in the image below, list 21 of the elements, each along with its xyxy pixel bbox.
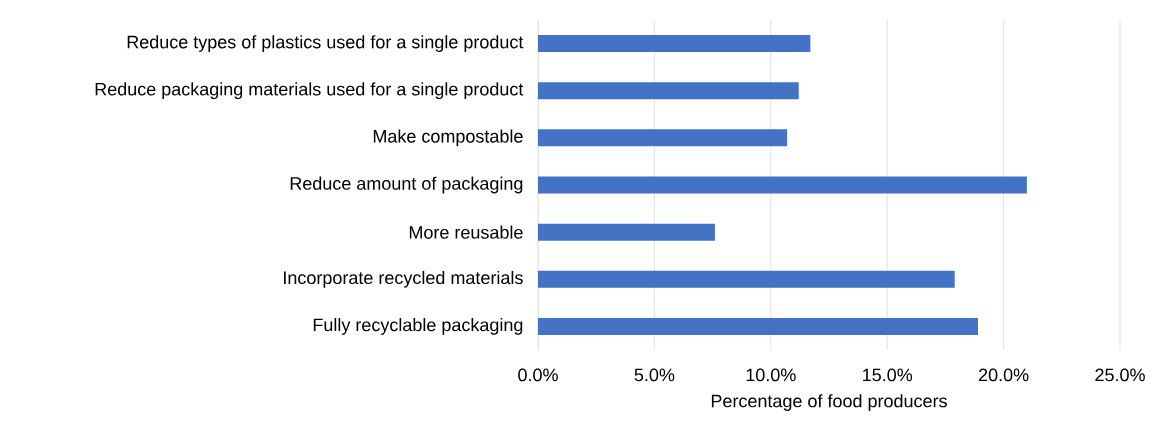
bar (538, 35, 811, 53)
bar (538, 223, 715, 241)
x-tick-label: 20.0% (978, 368, 1029, 382)
bar (538, 176, 1027, 194)
y-tick-label: Reduce amount of packaging (290, 176, 523, 194)
y-tick-label: More reusable (409, 225, 523, 239)
x-tick-label: 0.0% (518, 368, 558, 382)
bar (538, 317, 978, 335)
y-tick-label: Reduce types of plastics used for a single product (127, 35, 524, 52)
bar (538, 270, 955, 288)
bar (538, 129, 788, 147)
x-tick-label: 25.0% (1095, 368, 1145, 382)
y-tick-label: Fully recyclable packaging (313, 318, 523, 335)
y-tick-label: Make compostable (373, 129, 523, 147)
x-tick-label: 10.0% (746, 368, 796, 382)
y-tick-label: Reduce packaging materials used for a single product (95, 82, 524, 100)
x-tick-label: 15.0% (863, 368, 913, 382)
y-tick-label: Incorporate recycled materials (284, 270, 523, 288)
bar (538, 82, 799, 100)
x-tick-label: 5.0% (634, 368, 675, 382)
x-axis-title: Percentage of food producers (711, 394, 947, 411)
